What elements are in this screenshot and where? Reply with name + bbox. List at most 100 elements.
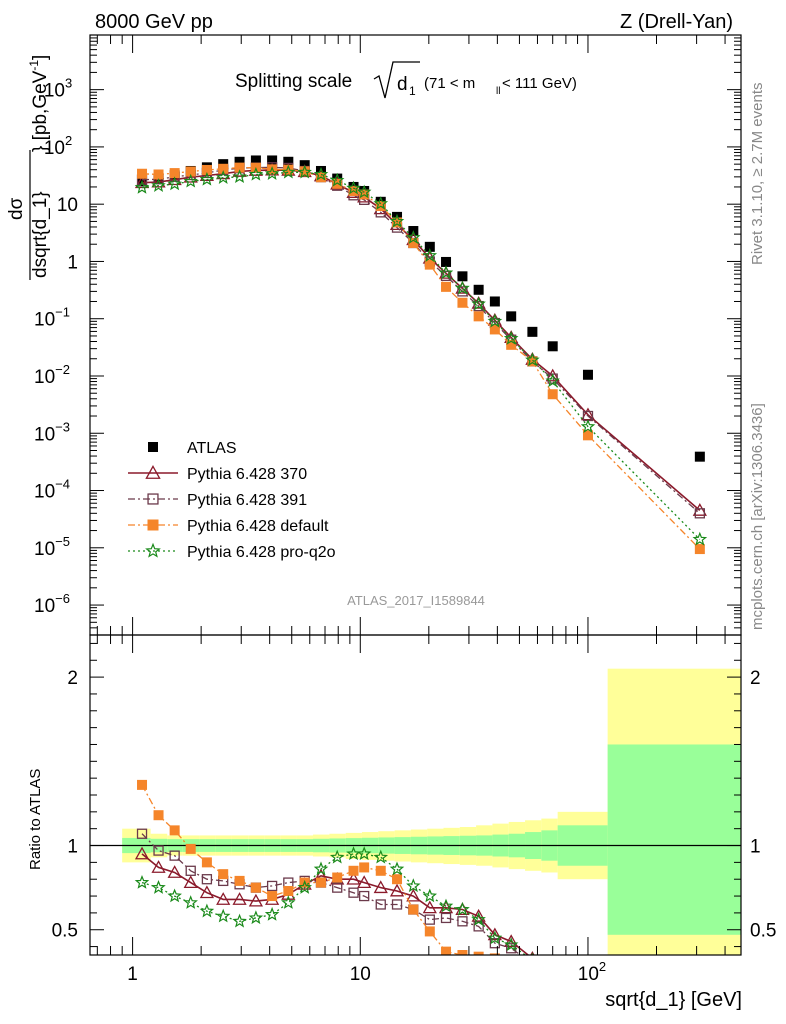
ratio-point (389, 883, 405, 897)
ratio-point (359, 890, 370, 902)
legend-label: Pythia 6.428 391 (187, 492, 307, 509)
ratio-point (357, 875, 372, 889)
data-point (489, 324, 500, 335)
y-tick-label: 102 (44, 133, 72, 159)
data-point (547, 341, 558, 352)
y-tick-label: 10−5 (34, 534, 70, 560)
data-point (408, 237, 419, 248)
data-point (438, 265, 454, 280)
ratio-point (356, 846, 372, 861)
ratio-point (281, 895, 296, 909)
ratio-line (141, 853, 527, 955)
data-point (441, 281, 452, 292)
ratio-point (406, 888, 421, 902)
y-tick-base: 10 (34, 596, 55, 617)
data-point (547, 389, 558, 400)
ratio-point (297, 879, 312, 894)
ratio-point (315, 877, 326, 888)
y-tick-base: 10 (34, 482, 55, 503)
data-point (471, 296, 486, 311)
data-point (694, 451, 705, 462)
data-point (525, 352, 540, 367)
ratio-point (527, 957, 537, 967)
data-point (692, 503, 707, 516)
series-line (141, 169, 701, 512)
series-line (141, 166, 701, 514)
data-point (183, 169, 198, 183)
ratio-point (169, 850, 180, 861)
data-point (201, 164, 212, 175)
legend-label: Pythia 6.428 default (187, 518, 329, 535)
data-point (218, 163, 229, 174)
series-line (141, 166, 701, 550)
ratio-point (199, 885, 215, 899)
data-point (313, 166, 329, 181)
legend-marker (147, 493, 159, 505)
plot-title-range-a: (71 < m (424, 75, 475, 92)
legend-entry-3: Pythia 6.428 default (128, 518, 329, 535)
data-point (406, 230, 421, 244)
y-tick-exp: −3 (55, 419, 70, 434)
ratio-point (183, 875, 198, 889)
ratio-point (185, 865, 196, 876)
ratio-point (248, 893, 264, 907)
ratio-point (151, 860, 166, 873)
ratio-point (424, 914, 435, 925)
y-label-unit-main: [pb,GeV (30, 70, 51, 140)
y-tick-base: 10 (44, 81, 65, 102)
ratio-point (218, 869, 229, 880)
ratio-point (504, 934, 519, 947)
ratio-point (167, 865, 182, 878)
legend-entry-4: Pythia 6.428 pro-q2o (128, 542, 336, 561)
data-point (506, 311, 517, 322)
stat-band (607, 744, 741, 935)
data-point (153, 169, 164, 180)
ratio-point (232, 892, 247, 905)
y-tick-label: 10−3 (34, 419, 70, 445)
data-point (694, 508, 705, 519)
y-tick-exp: −4 (55, 477, 70, 492)
ratio-point (441, 946, 452, 955)
ratio-point (422, 900, 437, 914)
data-point (264, 166, 280, 180)
y-label-denominator: dsqrt{d_1} (30, 191, 51, 278)
y-tick-base: 10 (34, 424, 55, 445)
data-point (389, 213, 405, 228)
ratio-y-label: Ratio to ATLAS (27, 769, 44, 870)
ratio-point (283, 886, 294, 896)
ratio-point (392, 874, 403, 885)
ratio-point (471, 911, 486, 926)
ratio-point (151, 879, 166, 894)
ratio-point (264, 906, 280, 921)
y-tick-base: 10 (34, 310, 55, 331)
header-left: 8000 GeV pp (95, 11, 213, 33)
ratio-series-3 (134, 846, 534, 955)
ratio-point (440, 912, 452, 924)
data-point (489, 296, 500, 307)
y-label-unit-close: ] (30, 55, 51, 60)
ratio-point (234, 875, 245, 886)
data-point (424, 241, 435, 252)
ratio-point (250, 882, 261, 893)
y-tick-exp: −2 (55, 362, 70, 377)
ratio-point (457, 950, 468, 955)
y-tick-exp: −1 (55, 305, 70, 320)
ratio-y-tick-label: 2 (67, 668, 78, 689)
data-point (167, 172, 182, 186)
y-tick-label: 10−2 (34, 362, 70, 388)
data-point (692, 531, 708, 546)
data-point (487, 313, 503, 328)
ratio-point (348, 865, 359, 876)
data-point (527, 356, 538, 367)
x-tick-base: 10 (578, 964, 599, 985)
ratio-point (153, 845, 164, 856)
data-point (283, 164, 294, 175)
data-point (332, 178, 343, 189)
data-point (234, 162, 245, 173)
analysis-watermark: ATLAS_2017_I1589844 (347, 593, 485, 608)
legend-entry-0: ATLAS (148, 440, 237, 457)
ratio-point (183, 895, 198, 909)
x-tick-exp: 2 (599, 959, 606, 974)
x-axis-label: sqrt{d_1} [GeV] (605, 989, 742, 1011)
